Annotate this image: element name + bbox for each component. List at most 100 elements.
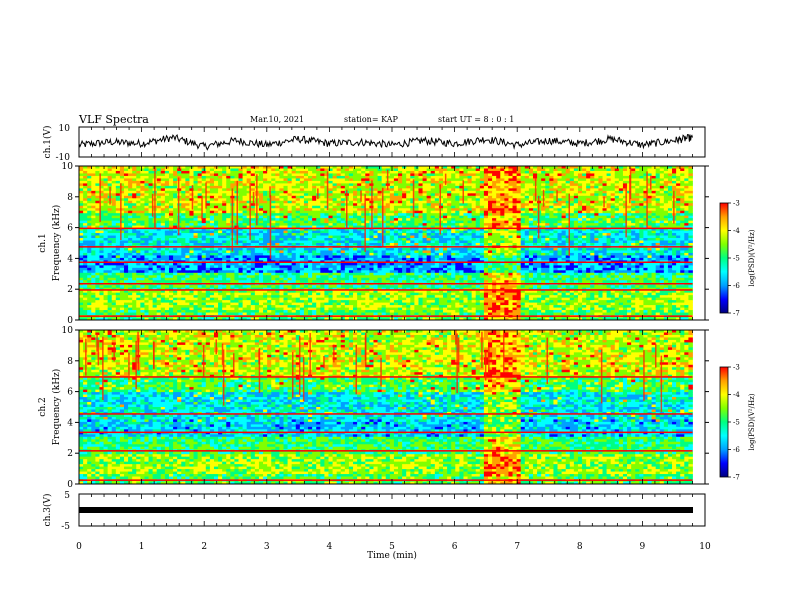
spectro-cell — [250, 210, 256, 214]
spectro-cell — [295, 200, 301, 204]
spectro-cell — [87, 166, 92, 169]
spectro-cell — [659, 215, 665, 219]
spectro-cell — [111, 190, 117, 194]
spectro-cell — [177, 190, 182, 194]
spectro-cell — [459, 188, 464, 192]
spectro-cell — [451, 208, 456, 212]
spectro-cell — [99, 168, 104, 172]
spectro-cell — [545, 193, 550, 197]
spectro-cell — [516, 233, 522, 236]
spectro-cell — [336, 205, 342, 209]
spectro-cell — [132, 225, 137, 229]
spectro-cell — [312, 203, 317, 207]
spectro-cell — [263, 195, 268, 199]
spectro-cell — [226, 218, 231, 222]
spectro-cell — [185, 195, 190, 199]
spectro-cell — [463, 208, 468, 212]
spectro-cell — [610, 218, 616, 222]
spectro-cell — [83, 228, 88, 231]
spectro-cell — [258, 205, 264, 209]
spectro-cell — [357, 175, 362, 179]
spectro-cell — [672, 180, 677, 184]
spectro-cell — [242, 173, 248, 177]
spectro-cell — [275, 166, 280, 169]
spectro-cell — [250, 188, 256, 192]
spectro-cell — [684, 218, 689, 222]
spectro-cell — [295, 173, 301, 177]
spectro-cell — [181, 200, 186, 204]
spectro-cell — [406, 210, 411, 214]
spectro-cell — [91, 220, 96, 224]
spectro-cell — [402, 208, 407, 212]
spectro-cell — [283, 220, 288, 224]
spectro-cell — [561, 166, 567, 169]
spectro-cell — [500, 193, 505, 197]
spectro-cell — [275, 180, 280, 184]
spectro-cell — [283, 175, 288, 179]
spectro-cell — [295, 175, 301, 179]
spectro-cell — [95, 220, 100, 224]
spectro-cell — [406, 205, 411, 209]
spectro-cell — [271, 240, 276, 244]
spectro-cell — [631, 178, 636, 182]
spectro-cell — [586, 230, 591, 234]
spectro-cell — [451, 193, 456, 197]
spectro-cell — [414, 166, 419, 169]
spectro-cell — [164, 243, 170, 246]
spectro-cell — [132, 235, 137, 239]
spectro-cell — [443, 220, 448, 224]
spectro-cell — [148, 173, 154, 177]
spectro-cell — [680, 215, 685, 219]
spectro-cell — [447, 228, 452, 231]
spectro-cell — [336, 185, 342, 189]
spectro-cell — [402, 185, 407, 189]
spectro-cell — [177, 218, 182, 222]
spectro-cell — [512, 203, 518, 207]
spectro-cell — [95, 210, 100, 214]
spectro-cell — [234, 168, 239, 172]
spectro-cell — [541, 238, 546, 241]
spectro-cell — [414, 188, 419, 192]
spectro-cell — [291, 238, 297, 241]
spectro-cell — [573, 230, 579, 234]
spectro-cell — [602, 238, 607, 241]
spectro-cell — [201, 235, 207, 239]
spectro-cell — [418, 198, 423, 202]
spectro-cell — [340, 173, 346, 177]
spectro-cell — [312, 173, 317, 177]
spectro-cell — [549, 205, 554, 209]
spectro-cell — [144, 228, 149, 231]
spectro-cell — [455, 200, 460, 204]
spectro-cell — [312, 183, 317, 187]
spectro-cell — [222, 210, 227, 214]
spectro-cell — [520, 213, 526, 217]
spectro-cell — [516, 218, 522, 222]
spectro-cell — [209, 210, 215, 214]
spectro-cell — [328, 210, 333, 214]
spectro-cell — [312, 193, 317, 197]
spectro-cell — [336, 213, 342, 217]
spectro-cell — [577, 220, 583, 224]
spectro-cell — [168, 208, 174, 212]
spectro-cell — [402, 210, 407, 214]
spectro-cell — [177, 185, 182, 189]
spectro-cell — [520, 223, 526, 227]
spectro-cell — [316, 178, 321, 182]
spectro-cell — [410, 225, 415, 229]
spectro-cell — [258, 198, 264, 202]
spectro-cell — [234, 175, 239, 179]
spectro-cell — [181, 235, 186, 239]
spectro-cell — [197, 238, 203, 241]
spectro-cell — [246, 193, 252, 197]
spectro-cell — [569, 238, 575, 241]
spectro-cell — [577, 190, 583, 194]
spectro-cell — [357, 193, 362, 197]
spectro-cell — [532, 230, 538, 234]
spectro-cell — [193, 200, 199, 204]
spectro-cell — [173, 183, 178, 187]
spectro-cell — [87, 168, 92, 172]
spectro-cell — [357, 208, 362, 212]
spectro-cell — [79, 218, 84, 222]
spectro-cell — [320, 240, 325, 244]
spectro-cell — [173, 218, 178, 222]
